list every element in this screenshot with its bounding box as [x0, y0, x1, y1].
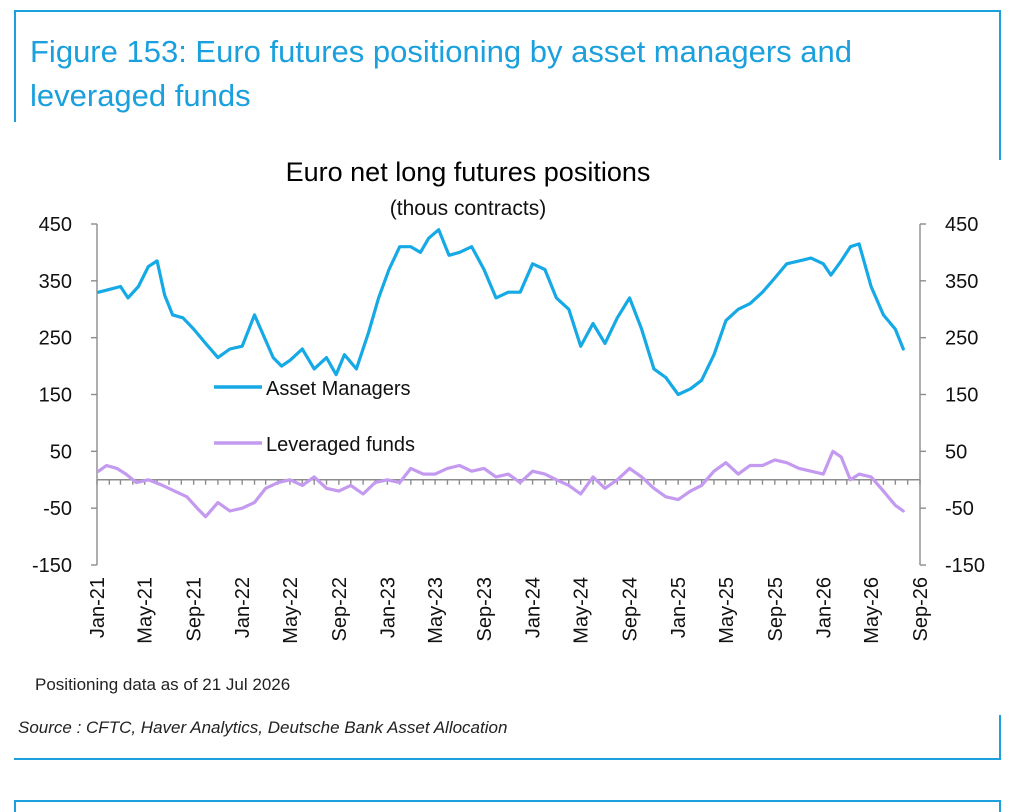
x-tick-label: Jan-22 [232, 577, 254, 638]
x-tick-label: Sep-23 [474, 577, 496, 642]
x-tick-label: Jan-26 [813, 577, 835, 638]
y-tick-label-right: 250 [945, 328, 978, 350]
source-note: Source : CFTC, Haver Analytics, Deutsche… [18, 718, 508, 737]
x-tick-label: May-26 [861, 577, 883, 644]
y-tick-label-right: 50 [945, 441, 967, 463]
chart-subtitle: (thous contracts) [390, 197, 546, 220]
x-tick-label: May-24 [571, 577, 593, 644]
series-line-asset-managers [96, 228, 905, 397]
axes: 450 450 350 350 250 250 150 150 50 50 -50 -50 -150 -1… [32, 214, 985, 644]
x-tick-label: Sep-25 [765, 577, 787, 642]
x-tick-label: Sep-24 [620, 577, 642, 642]
series-line-leveraged-funds [96, 449, 905, 519]
x-tick-label: May-23 [425, 577, 447, 644]
frame-bottom-right-rule [999, 715, 1001, 760]
legend: Asset Managers Leveraged funds [214, 378, 415, 456]
legend-label: Leveraged funds [266, 434, 415, 456]
y-tick-label-left: 50 [50, 441, 72, 463]
legend-label: Asset Managers [266, 378, 411, 400]
footnote: Positioning data as of 21 Jul 2026 [35, 675, 291, 694]
x-tick-label: May-21 [135, 577, 157, 644]
x-tick-label: Jan-21 [87, 577, 109, 638]
x-tick-label: Jan-25 [668, 577, 690, 638]
x-tick-label: Sep-21 [184, 577, 206, 642]
y-tick-label-right: -50 [945, 498, 974, 520]
y-tick-label-left: 250 [39, 328, 72, 350]
y-tick-label-right: 450 [945, 214, 978, 236]
next-frame-top-rule [14, 800, 1001, 802]
frame-left-rule [14, 10, 16, 122]
y-tick-label-left: 150 [39, 385, 72, 407]
x-tick-label: Sep-22 [329, 577, 351, 642]
frame-right-rule [999, 10, 1001, 160]
x-tick-label: May-22 [280, 577, 302, 644]
y-tick-label-left: 350 [39, 271, 72, 293]
figure-title: Figure 153: Euro futures positioning by … [30, 34, 852, 113]
x-tick-label: Sep-26 [910, 577, 932, 642]
x-tick-label: May-25 [716, 577, 738, 644]
y-tick-label-left: -150 [32, 555, 72, 577]
frame-bottom-rule [14, 758, 1001, 760]
x-tick-label: Jan-23 [377, 577, 399, 638]
y-tick-label-left: -50 [43, 498, 72, 520]
chart-title: Euro net long futures positions [286, 157, 651, 187]
next-frame-right-rule [999, 800, 1001, 812]
y-tick-label-right: -150 [945, 555, 985, 577]
y-tick-label-left: 450 [39, 214, 72, 236]
frame-top-rule [14, 10, 1001, 12]
next-frame-left-rule [14, 800, 16, 812]
y-tick-label-right: 150 [945, 385, 978, 407]
x-tick-label: Jan-24 [523, 577, 545, 638]
series-layer [96, 228, 905, 519]
y-tick-label-right: 350 [945, 271, 978, 293]
